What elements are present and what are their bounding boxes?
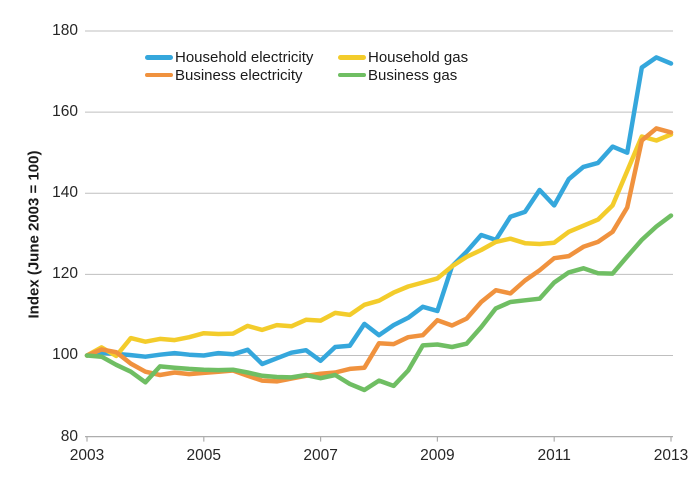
y-tick-label: 100 [52, 346, 78, 364]
x-tick-label: 2005 [186, 446, 222, 464]
legend-item-household-gas: Household gas [338, 49, 468, 66]
legend-label: Household gas [368, 49, 469, 66]
legend-label: Household electricity [175, 49, 314, 66]
x-tick-label: 2013 [653, 446, 689, 464]
series-line-business-electricity [84, 126, 674, 384]
legend-color-swatch [145, 55, 173, 60]
x-tick-label: 2009 [420, 446, 455, 464]
x-tick-label: 2007 [303, 446, 338, 464]
legend-color-swatch [338, 55, 366, 60]
x-tick-label: 2003 [69, 446, 105, 464]
x-tick-label: 2011 [537, 446, 571, 464]
legend-color-swatch [145, 72, 173, 78]
series-line-business-gas [84, 213, 674, 393]
y-tick-label: 140 [52, 184, 78, 202]
legend-item-household-electricity: Household electricity [145, 49, 313, 66]
series-line-household-gas [84, 132, 674, 359]
y-axis-title: Index (June 2003 = 100) [25, 150, 43, 319]
legend-item-business-gas: Business gas [338, 67, 457, 84]
y-tick-label: 160 [52, 103, 78, 121]
y-tick-label: 120 [52, 265, 78, 283]
series-line-household-electricity [84, 55, 674, 367]
legend-color-swatch [338, 72, 366, 78]
legend-label: Business electricity [175, 66, 303, 84]
y-tick-label: 180 [52, 22, 78, 40]
legend-label: Business gas [368, 66, 458, 84]
legend-item-business-electricity: Business electricity [145, 67, 303, 84]
y-tick-label: 80 [60, 427, 78, 445]
